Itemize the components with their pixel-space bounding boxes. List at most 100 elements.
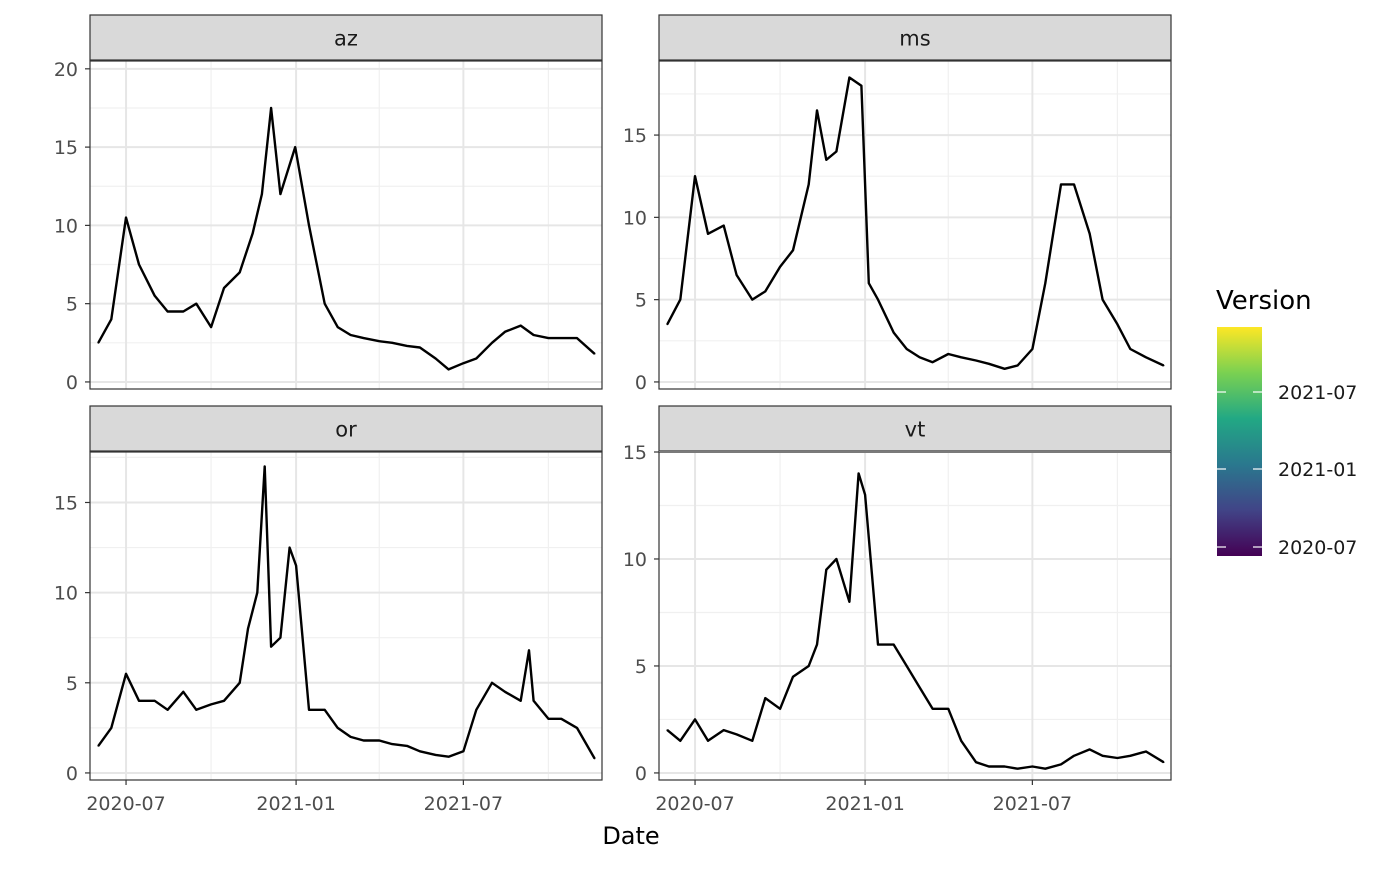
data-point [349, 735, 352, 738]
panels-layer: az 0 5 10 15 20 ms 0 5 10 15 or 0 5 10 15 2020-07 2021-01… [54, 14, 1172, 815]
data-point [988, 362, 990, 365]
data-point [125, 672, 127, 675]
data-point [679, 739, 682, 742]
data-point [251, 232, 254, 235]
data-point [434, 754, 437, 756]
data-point [1060, 183, 1062, 186]
data-point [1088, 232, 1091, 235]
data-point [260, 193, 263, 195]
data-point [807, 665, 810, 667]
data-point [975, 761, 977, 764]
data-point [857, 472, 860, 475]
data-point [1116, 323, 1119, 326]
data-point [270, 645, 273, 648]
data-point [860, 84, 863, 87]
data-point [391, 341, 394, 344]
data-point [905, 665, 908, 667]
data-point [519, 324, 522, 327]
data-point [707, 232, 709, 235]
strip-label: ms [899, 27, 930, 51]
legend-label: 2020-07 [1278, 537, 1357, 559]
data-point [153, 699, 156, 702]
data-point [576, 726, 578, 729]
data-point [256, 591, 259, 594]
data-point [447, 755, 450, 758]
data-point [475, 708, 478, 711]
data-point [406, 345, 408, 347]
data-point [560, 717, 563, 720]
data-point [97, 744, 100, 747]
data-point [1129, 348, 1132, 350]
x-axis-title: Date [602, 822, 659, 850]
data-point [735, 733, 738, 736]
data-point [694, 718, 696, 721]
data-point [1088, 748, 1091, 751]
data-point [153, 294, 156, 297]
plot-area [90, 452, 602, 780]
data-point [210, 326, 212, 329]
data-point [835, 150, 838, 153]
data-point [336, 726, 339, 729]
panel-az: az 0 5 10 15 20 [54, 14, 603, 394]
strip-or [89, 405, 603, 452]
data-point [1060, 763, 1062, 766]
data-point [593, 757, 596, 760]
data-point [735, 274, 738, 276]
data-point [1145, 750, 1147, 753]
data-point [764, 697, 767, 699]
data-point [666, 729, 669, 732]
data-point [519, 699, 522, 702]
data-point [792, 675, 794, 678]
data-point [110, 318, 113, 321]
data-point [279, 193, 282, 195]
data-point [138, 263, 140, 266]
data-point [308, 224, 310, 227]
y-tick-label: 10 [623, 207, 647, 229]
x-tick-label: 2021-01 [256, 793, 335, 815]
data-point [877, 643, 879, 646]
y-tick-label: 5 [635, 656, 647, 678]
data-point [288, 546, 291, 549]
y-tick-label: 5 [635, 290, 647, 312]
data-point [238, 271, 241, 274]
data-point [707, 739, 709, 742]
data-point [166, 310, 169, 313]
legend-ticks: 2021-07 2021-01 2020-07 [1217, 382, 1357, 559]
y-tick-label: 10 [54, 215, 78, 237]
data-point [1145, 356, 1147, 359]
strip-vt [658, 405, 1172, 452]
series-line-ms [666, 76, 1165, 370]
y-tick-label: 0 [66, 372, 78, 394]
data-point [1101, 298, 1104, 301]
data-point [931, 361, 934, 364]
data-point [419, 346, 421, 349]
legend-title: Version [1216, 286, 1312, 316]
legend-label: 2021-07 [1278, 382, 1357, 404]
plot-area [659, 452, 1171, 780]
data-point [1073, 183, 1075, 186]
strip-label: vt [905, 418, 926, 442]
data-point [1129, 754, 1132, 757]
data-point [462, 362, 465, 365]
data-point [362, 337, 365, 340]
series-line-vt [666, 472, 1165, 770]
data-point [666, 323, 669, 326]
data-point [816, 643, 818, 646]
panel-border [658, 60, 1172, 390]
data-point [892, 331, 895, 334]
data-point [475, 357, 478, 360]
data-point [1003, 367, 1006, 370]
data-point [532, 334, 535, 336]
data-point [491, 341, 493, 344]
data-point [679, 298, 682, 301]
data-point [960, 739, 963, 742]
y-tick-label: 0 [66, 763, 78, 785]
data-point [223, 699, 225, 702]
data-point [1044, 767, 1047, 770]
strip-az [89, 14, 603, 61]
data-point [349, 334, 352, 336]
data-point [779, 707, 781, 710]
data-point [792, 249, 794, 252]
